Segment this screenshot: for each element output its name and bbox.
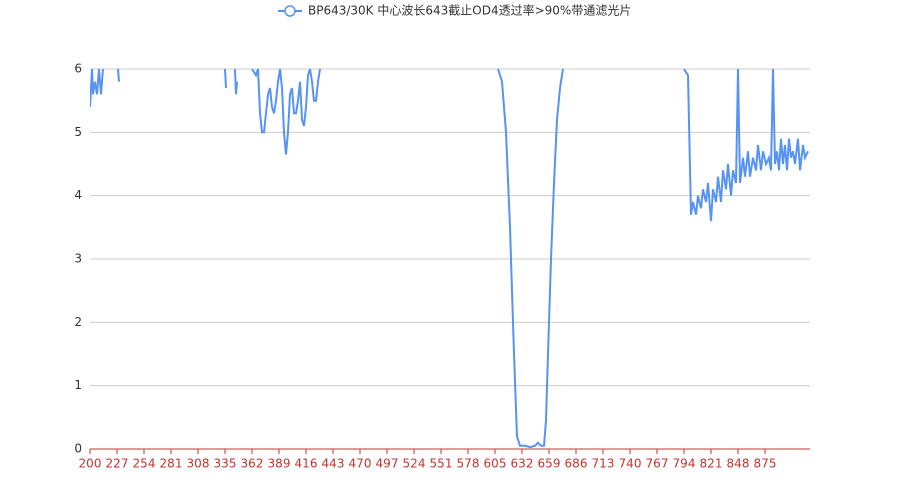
- plot-area: [90, 68, 809, 449]
- x-tick-label: 632: [511, 457, 534, 471]
- y-tick-label: 6: [74, 62, 82, 76]
- legend[interactable]: BP643/30K 中心波长643截止OD4透过率>90%带通滤光片: [278, 3, 631, 18]
- x-tick-label: 551: [430, 457, 453, 471]
- series-line: [90, 68, 809, 449]
- x-tick-label: 362: [241, 457, 264, 471]
- legend-marker: [284, 5, 296, 17]
- x-tick-label: 416: [295, 457, 318, 471]
- y-tick-label: 4: [74, 188, 82, 202]
- y-tick-label: 5: [74, 125, 82, 139]
- y-tick-label: 2: [74, 315, 82, 329]
- x-tick-label: 308: [187, 457, 210, 471]
- x-tick-label: 821: [700, 457, 723, 471]
- x-tick-label: 848: [727, 457, 750, 471]
- x-tick-label: 605: [484, 457, 507, 471]
- x-tick-label: 200: [79, 457, 102, 471]
- x-tick-label: 875: [754, 457, 777, 471]
- x-tick-label: 578: [457, 457, 480, 471]
- y-tick-label: 3: [74, 252, 82, 266]
- x-tick-label: 686: [565, 457, 588, 471]
- x-tick-label: 497: [376, 457, 399, 471]
- x-tick-label: 713: [592, 457, 615, 471]
- x-tick-label: 227: [106, 457, 129, 471]
- y-tick-label: 1: [74, 378, 82, 392]
- y-tick-label: 0: [74, 442, 82, 456]
- legend-label: BP643/30K 中心波长643截止OD4透过率>90%带通滤光片: [308, 3, 631, 18]
- x-tick-label: 767: [646, 457, 669, 471]
- x-tick-label: 254: [133, 457, 156, 471]
- x-tick-label: 794: [673, 457, 696, 471]
- x-tick-label: 740: [619, 457, 642, 471]
- x-tick-label: 389: [268, 457, 291, 471]
- x-tick-label: 443: [322, 457, 345, 471]
- x-tick-label: 524: [403, 457, 426, 471]
- x-tick-label: 335: [214, 457, 237, 471]
- x-tick-label: 659: [538, 457, 561, 471]
- x-tick-label: 281: [160, 457, 183, 471]
- x-tick-label: 470: [349, 457, 372, 471]
